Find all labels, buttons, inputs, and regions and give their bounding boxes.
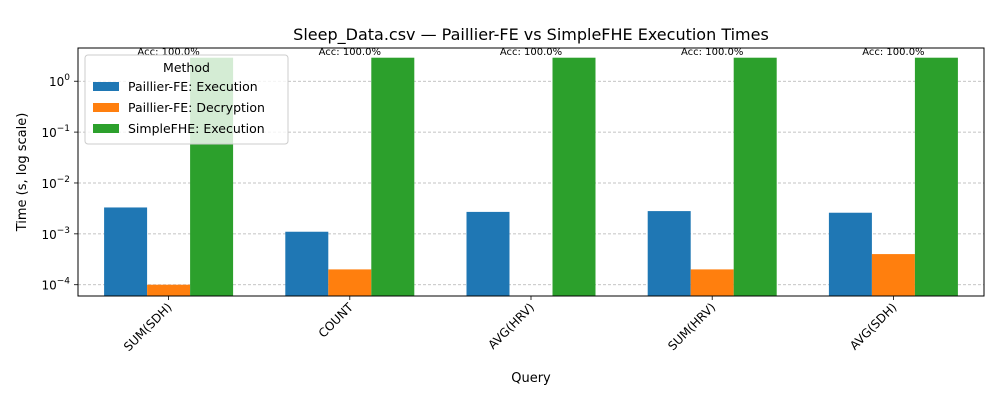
y-tick-exponent: −2 bbox=[57, 175, 70, 185]
bar-paillier-fe-execution-2 bbox=[466, 211, 510, 296]
y-tick-base: 10 bbox=[41, 279, 56, 293]
bar-simplefhe-execution-2 bbox=[552, 57, 596, 296]
y-tick-exponent: 0 bbox=[64, 73, 70, 83]
accuracy-annotation: Acc: 100.0% bbox=[319, 47, 381, 58]
y-tick-base: 10 bbox=[49, 75, 64, 89]
y-tick-label: 100 bbox=[49, 73, 70, 89]
accuracy-annotation: Acc: 100.0% bbox=[137, 47, 199, 58]
y-tick-label: 10−2 bbox=[41, 175, 70, 191]
legend-title: Method bbox=[163, 60, 210, 75]
y-tick-exponent: −4 bbox=[57, 277, 71, 287]
y-tick-base: 10 bbox=[41, 228, 56, 242]
y-tick-exponent: −3 bbox=[57, 226, 70, 236]
bar-paillier-fe-decryption-3 bbox=[690, 269, 734, 296]
y-axis-label: Time (s, log scale) bbox=[15, 113, 30, 233]
legend-swatch bbox=[93, 82, 119, 91]
bar-paillier-fe-decryption-0 bbox=[147, 284, 191, 296]
legend-label: Paillier-FE: Execution bbox=[128, 79, 258, 94]
bar-simplefhe-execution-1 bbox=[371, 57, 415, 296]
x-axis-label: Query bbox=[511, 371, 551, 386]
accuracy-annotation: Acc: 100.0% bbox=[500, 47, 562, 58]
accuracy-annotation: Acc: 100.0% bbox=[681, 47, 743, 58]
legend-box bbox=[84, 54, 289, 145]
bar-paillier-fe-execution-0 bbox=[104, 207, 148, 296]
legend-label: Paillier-FE: Decryption bbox=[128, 100, 265, 115]
y-tick-label: 10−4 bbox=[41, 277, 70, 293]
legend-swatch bbox=[93, 124, 119, 133]
legend: Method Paillier-FE: Execution Paillier-FE:… bbox=[84, 54, 289, 145]
y-tick-label: 10−1 bbox=[41, 124, 70, 140]
legend-label: SimpleFHE: Execution bbox=[128, 121, 265, 136]
y-tick-base: 10 bbox=[41, 177, 56, 191]
bar-paillier-fe-decryption-4 bbox=[871, 254, 915, 296]
bar-simplefhe-execution-4 bbox=[914, 57, 958, 296]
bar-paillier-fe-execution-3 bbox=[647, 211, 691, 296]
y-tick-label: 10−3 bbox=[41, 226, 70, 242]
bar-simplefhe-execution-3 bbox=[733, 57, 777, 296]
y-tick-exponent: −1 bbox=[57, 124, 70, 134]
annotations: Acc: 100.0% Acc: 100.0% Acc: 100.0% Acc: 10… bbox=[137, 47, 924, 58]
y-tick-base: 10 bbox=[41, 126, 56, 140]
bar-paillier-fe-execution-1 bbox=[285, 231, 329, 296]
chart-title: Sleep_Data.csv — Paillier-FE vs SimpleFH… bbox=[293, 25, 769, 45]
bar-paillier-fe-decryption-1 bbox=[328, 269, 372, 296]
bar-paillier-fe-execution-4 bbox=[828, 212, 872, 296]
accuracy-annotation: Acc: 100.0% bbox=[862, 47, 924, 58]
legend-swatch bbox=[93, 103, 119, 112]
